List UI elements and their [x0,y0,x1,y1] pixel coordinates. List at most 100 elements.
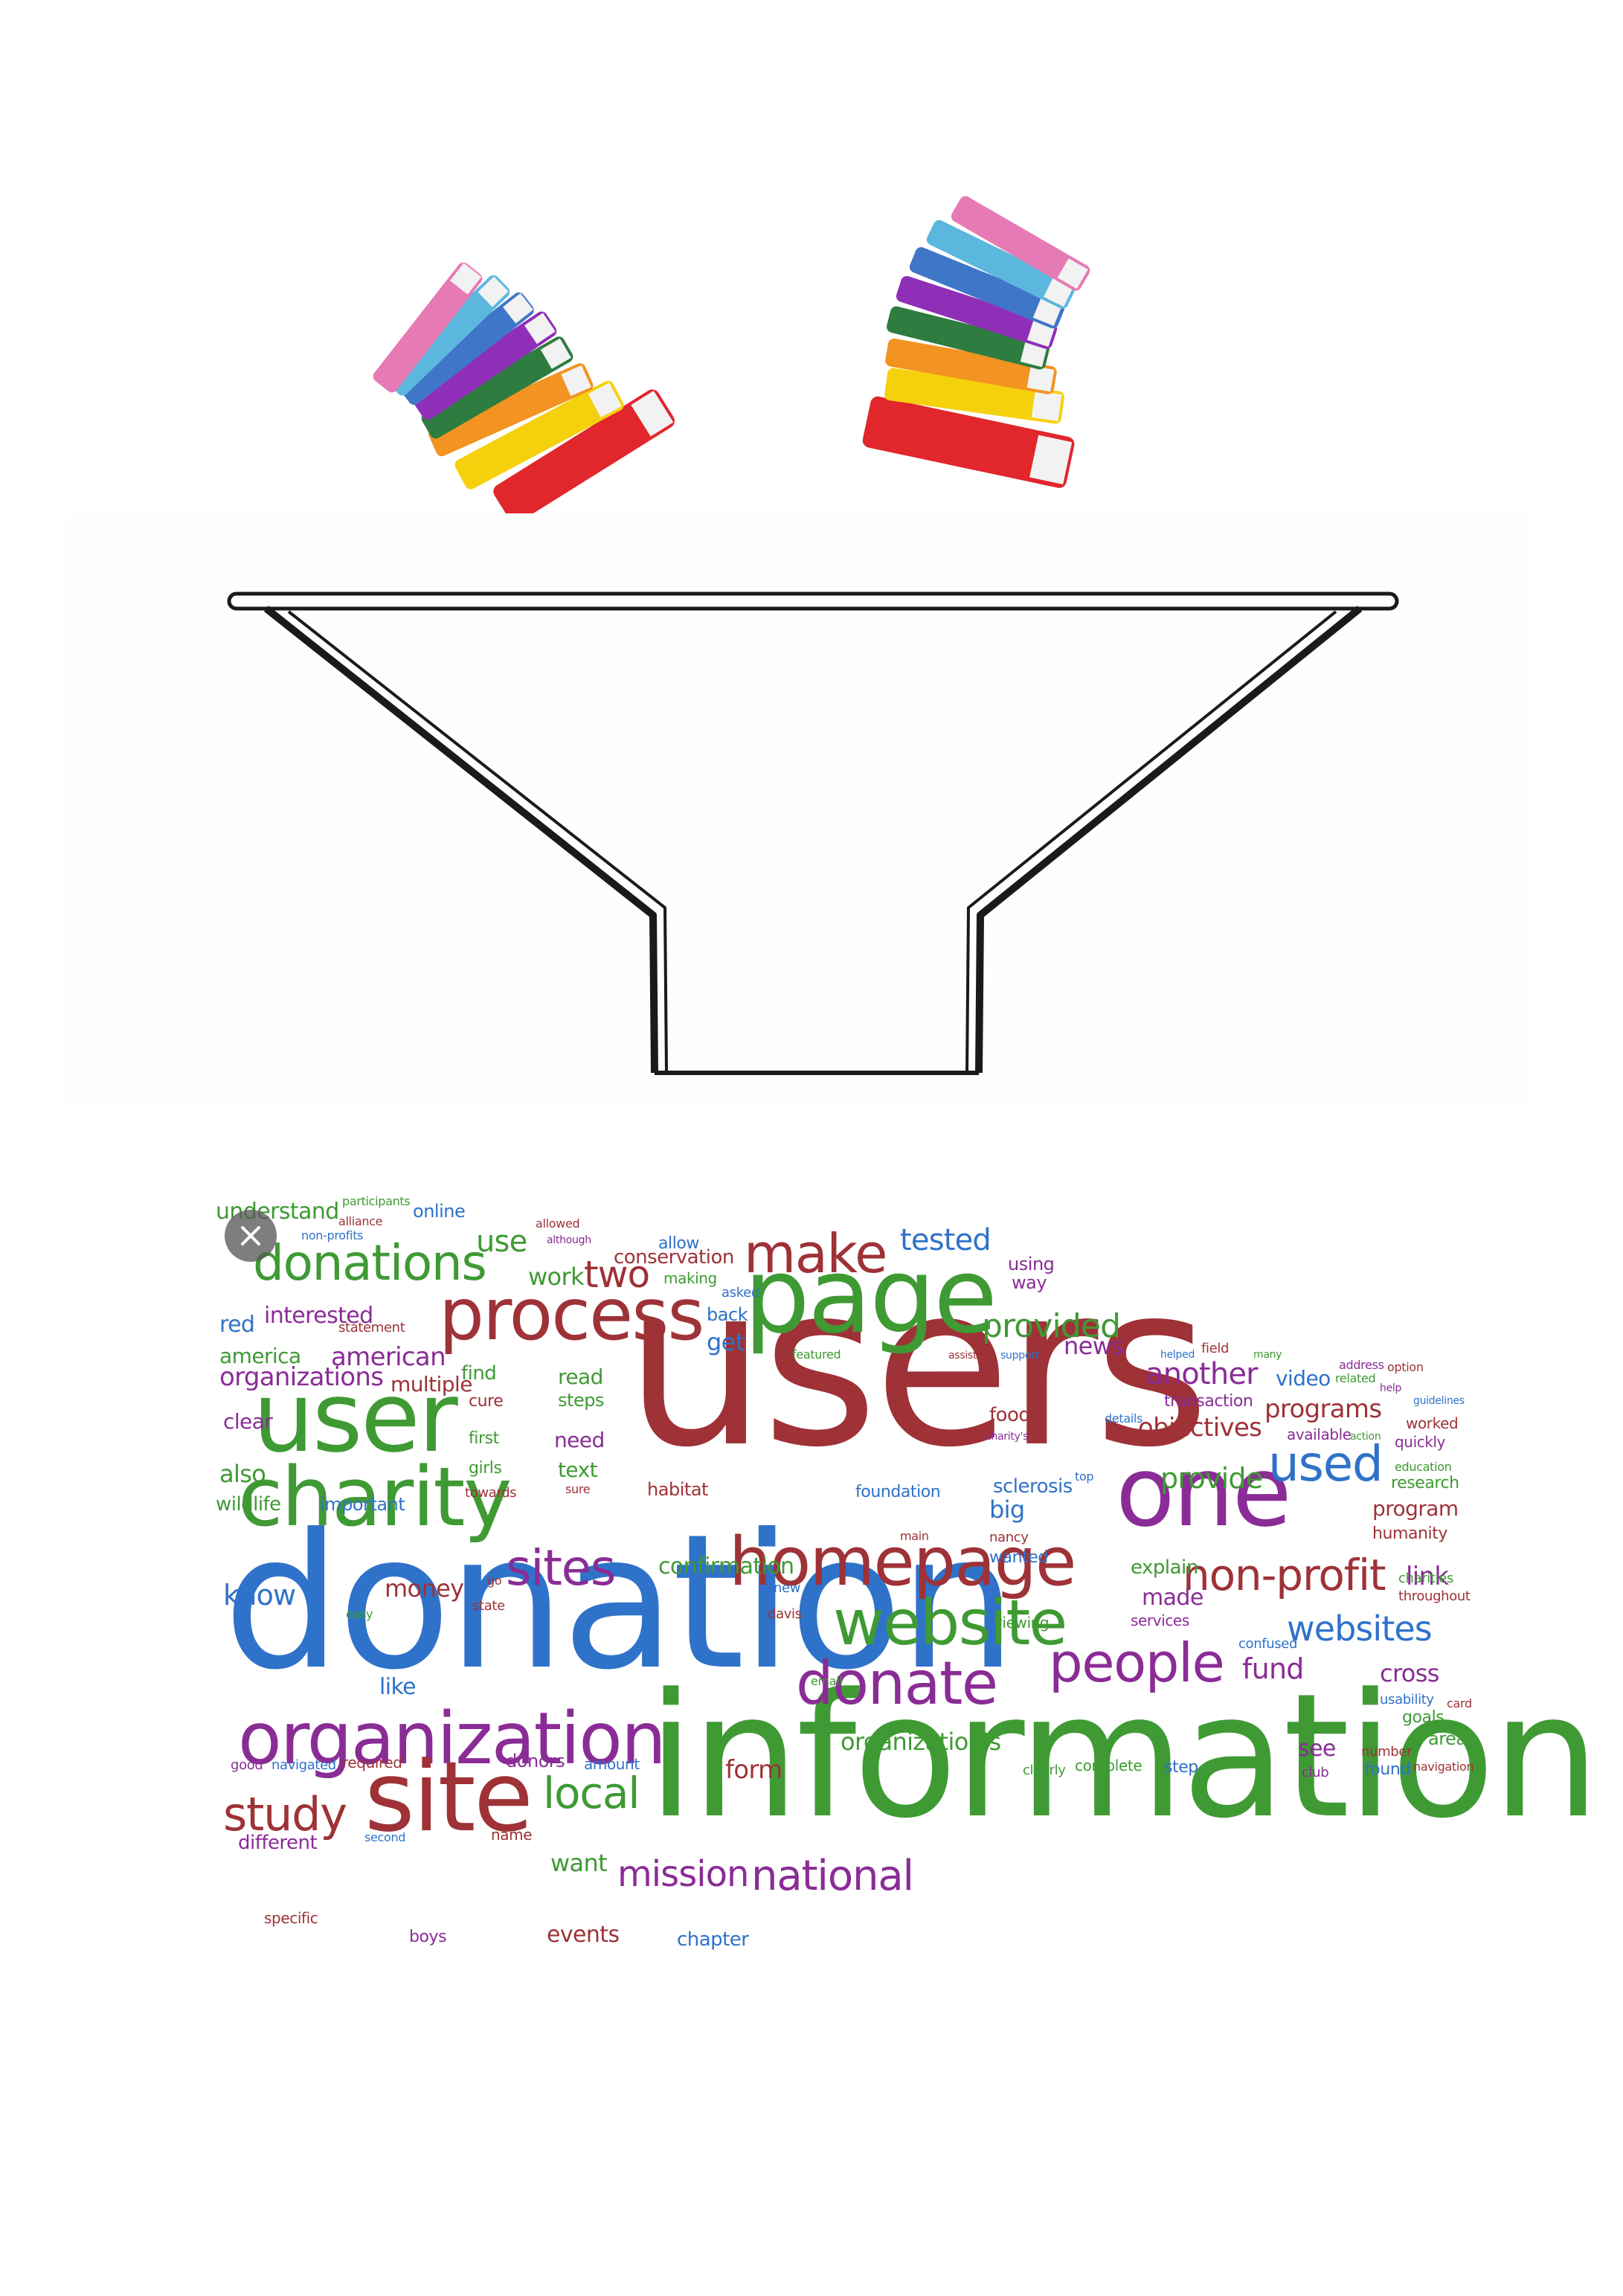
word-cloud-word: guidelines [1413,1395,1465,1407]
word-cloud-word: websites [1287,1609,1432,1649]
word-cloud-word: steps [558,1390,604,1411]
word-cloud-word: non-profits [301,1228,363,1242]
word-cloud-word: used [1268,1435,1382,1492]
word-cloud-word: statement [338,1320,405,1335]
word-cloud-word: events [547,1922,619,1948]
word-cloud-word: donations [253,1234,486,1292]
word-cloud-word: food [989,1404,1030,1426]
word-cloud-word: see [1298,1736,1336,1762]
word-cloud-word: boys [409,1928,446,1946]
word-cloud: users donation information page process user c… [208,1190,1600,1951]
word-cloud-word: wanted [989,1548,1048,1567]
word-cloud-word: field [1201,1341,1229,1356]
word-cloud-word: organizations [219,1362,383,1392]
word-cloud-word: big [989,1495,1025,1524]
word-cloud-word: another [1145,1357,1259,1391]
word-cloud-word: davis [768,1606,802,1622]
word-cloud-word: allowed [536,1216,579,1231]
word-cloud-word: towards [465,1485,516,1501]
word-cloud-word: provided [982,1307,1120,1345]
word-cloud-word: know [223,1579,295,1612]
word-cloud-word: one [1116,1435,1290,1548]
word-cloud-word: link [1406,1562,1449,1591]
close-icon [241,1226,260,1245]
word-cloud-word: humanity [1372,1524,1447,1543]
word-cloud-word: sclerosis [993,1475,1073,1498]
word-cloud-word: top [1075,1469,1093,1484]
word-cloud-word: name [491,1826,532,1844]
word-cloud-word: clearly [1023,1763,1066,1778]
word-cloud-word: good [231,1757,263,1773]
word-cloud-word: new [774,1580,800,1596]
word-cloud-word: support [1000,1350,1040,1362]
word-cloud-word: state [472,1598,505,1614]
funnel-panel [65,513,1532,1109]
word-cloud-word: website [833,1586,1067,1659]
word-cloud-word: need [554,1428,605,1452]
word-cloud-word: site [364,1740,531,1853]
word-cloud-word: american [331,1342,446,1372]
word-cloud-word: education [1395,1460,1452,1474]
word-cloud-word: throughout [1398,1588,1471,1604]
word-cloud-word: charities [1398,1571,1453,1586]
word-cloud-word: provide [1160,1462,1262,1495]
word-cloud-canvas: usersdonationinformationpageprocessuserc… [216,1194,1600,1951]
word-cloud-word: study [223,1787,347,1841]
word-cloud-word: programs [1264,1394,1381,1424]
word-cloud-word: chapter [677,1928,749,1951]
word-cloud-word: interested [264,1303,373,1329]
word-cloud-word: non-profit [1183,1550,1386,1600]
word-cloud-word: want [550,1849,607,1877]
word-cloud-word: sure [565,1482,590,1496]
word-cloud-word: text [558,1458,598,1482]
word-cloud-word: specific [264,1909,318,1927]
word-cloud-word: usability [1380,1692,1434,1707]
word-cloud-word: found [1365,1760,1410,1779]
word-cloud-word: assistive [948,1350,992,1362]
word-cloud-word: national [751,1852,913,1900]
word-cloud-word: read [558,1365,603,1389]
word-cloud-word: email [811,1674,843,1688]
word-cloud-word: fund [1242,1652,1304,1685]
word-cloud-word: money [385,1574,463,1603]
word-cloud-word: made [1142,1585,1203,1611]
word-cloud-word: back [707,1304,748,1325]
word-cloud-word: foundation [855,1483,940,1501]
word-cloud-word: donors [506,1751,565,1771]
word-cloud-word: also [219,1460,266,1488]
word-cloud-word: important [320,1494,405,1515]
word-cloud-word: quickly [1395,1433,1446,1451]
word-cloud-word: helped [1160,1349,1195,1361]
word-cloud-word: red [219,1312,254,1338]
word-cloud-word: transaction [1164,1392,1253,1411]
word-cloud-word: form [725,1755,782,1785]
word-cloud-word: charity [238,1449,510,1545]
word-cloud-word: charity's [986,1431,1028,1443]
word-cloud-word: worked [1406,1414,1458,1432]
word-cloud-word: asked [721,1285,759,1301]
word-cloud-word: nancy [989,1530,1029,1545]
word-cloud-word: goals [1402,1708,1444,1727]
word-cloud-word: donate [796,1649,997,1718]
word-cloud-word: conservation [614,1246,734,1269]
word-cloud-word: although [547,1234,591,1246]
word-cloud-word: people [1049,1632,1224,1694]
word-cloud-word: two [584,1253,649,1296]
word-cloud-word: help [1380,1382,1402,1394]
funnel-icon [227,591,1399,1075]
word-cloud-word: viewing [994,1614,1049,1632]
word-cloud-word: explain [1131,1556,1198,1579]
word-cloud-word: required [342,1754,402,1771]
word-cloud-word: first [469,1429,500,1448]
word-cloud-word: action [1350,1431,1381,1443]
left-book-stack-icon [373,262,675,521]
close-button[interactable] [225,1210,277,1262]
word-cloud-word: area [1428,1728,1467,1749]
word-cloud-word: users [625,1237,1206,1496]
word-cloud-word: card [1447,1696,1472,1710]
word-cloud-word: video [1276,1366,1331,1391]
word-cloud-word: number [1361,1744,1413,1760]
word-cloud-word: girls [469,1459,502,1478]
word-cloud-word: multiple [391,1372,472,1396]
word-cloud-word: tested [900,1223,991,1257]
